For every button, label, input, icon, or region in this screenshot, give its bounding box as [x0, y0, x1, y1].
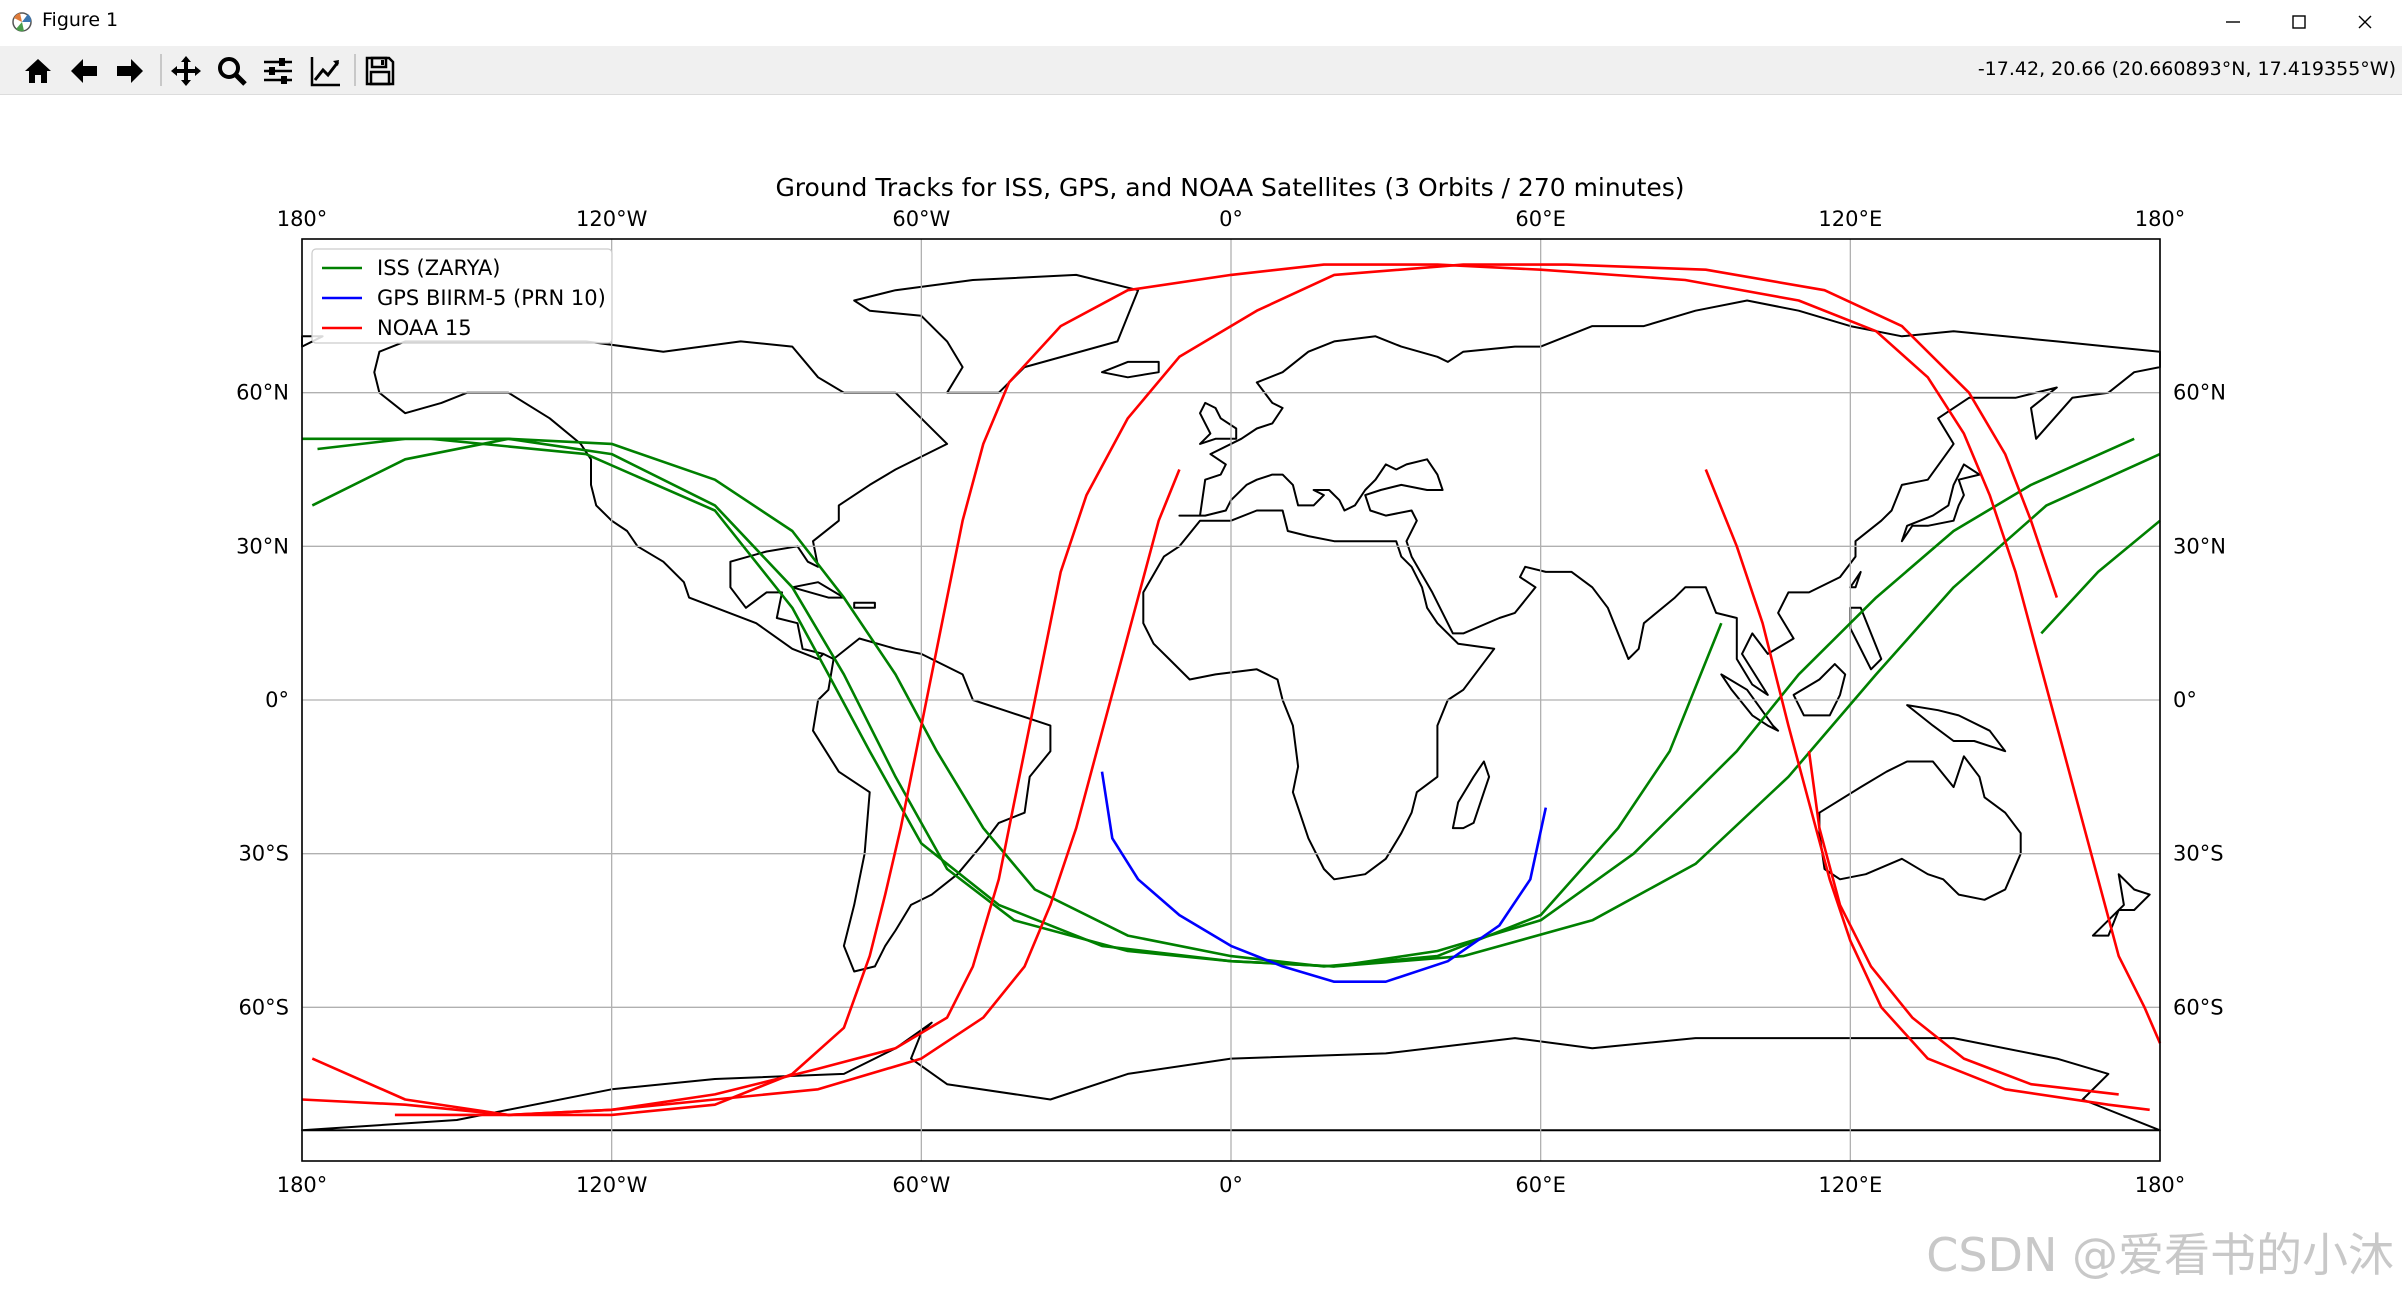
home-icon: [25, 59, 51, 83]
minimize-icon: [2226, 21, 2240, 23]
y-tick-label-left: 60°S: [238, 995, 289, 1019]
coastlines: [301, 273, 2161, 1132]
y-tick-label-left: 60°N: [236, 381, 289, 405]
save-button[interactable]: [362, 53, 398, 89]
coastline-shape: [301, 1021, 2161, 1132]
save-floppy-icon: [365, 56, 395, 86]
window-title: Figure 1: [42, 9, 119, 31]
y-tick-label-right: 30°S: [2173, 842, 2224, 866]
x-tick-label-top: 0°: [1219, 207, 1243, 231]
legend-label: ISS (ZARYA): [377, 256, 500, 280]
x-tick-label-top: 60°E: [1515, 207, 1566, 231]
configure-subplots-icon: [264, 58, 292, 84]
x-tick-label-top: 120°W: [576, 207, 648, 231]
configure-subplots-button[interactable]: [260, 53, 296, 89]
x-tick-label-top: 60°W: [892, 207, 950, 231]
back-button[interactable]: [66, 53, 102, 89]
x-tick-label-bottom: 120°W: [576, 1173, 648, 1197]
y-tick-label-left: 0°: [265, 688, 289, 712]
axes-frame: [301, 238, 2161, 1162]
ground-tracks: [301, 263, 2162, 1117]
ground-track-noaa-15: [1807, 751, 2119, 1096]
x-tick-label-bottom: 60°E: [1515, 1173, 1566, 1197]
edit-axis-button[interactable]: [308, 53, 344, 89]
legend-label: GPS BIIRM-5 (PRN 10): [377, 286, 606, 310]
coastline-shape: [853, 273, 1140, 394]
cursor-coordinates: -17.42, 20.66 (20.660893°N, 17.419355°W): [1977, 58, 2396, 80]
forward-arrow-icon: [117, 59, 143, 83]
close-icon: [2358, 15, 2372, 29]
x-tick-label-bottom: 120°E: [1818, 1173, 1882, 1197]
pan-button[interactable]: [168, 53, 204, 89]
x-tick-label-bottom: 180°: [277, 1173, 328, 1197]
window-titlebar: Figure 1: [0, 0, 2402, 44]
x-tick-label-top: 180°: [277, 207, 328, 231]
maximize-button[interactable]: [2266, 0, 2332, 44]
coastline-shape: [1792, 663, 1847, 717]
coastline-shape: [1900, 463, 1981, 543]
tick-labels: 180° 180° 120°W 120°W 60°W 60°W 0° 0° 60°E 60°E 12…: [236, 207, 2226, 1197]
ground-track-noaa-15: [1704, 469, 2150, 1112]
minimize-button[interactable]: [2200, 0, 2266, 44]
coastline-shape: [853, 601, 876, 609]
x-tick-label-bottom: 180°: [2135, 1173, 2186, 1197]
maximize-icon: [2292, 15, 2306, 29]
chart-title: Ground Tracks for ISS, GPS, and NOAA Sat…: [775, 173, 1684, 202]
x-tick-label-top: 180°: [2135, 207, 2186, 231]
ground-track-iss-zarya-: [2040, 519, 2161, 635]
coastline-shape: [1178, 299, 2161, 696]
coastline-shape: [1720, 673, 1780, 732]
pan-move-icon: [171, 56, 201, 86]
zoom-magnifier-icon: [218, 57, 247, 86]
coastline-shape: [1451, 760, 1491, 830]
edit-axis-icon: [310, 57, 340, 87]
zoom-button[interactable]: [214, 53, 250, 89]
forward-button[interactable]: [112, 53, 148, 89]
y-tick-label-left: 30°S: [238, 842, 289, 866]
back-arrow-icon: [71, 59, 97, 83]
toolbar-separator: [354, 54, 356, 86]
navigation-toolbar: -17.42, 20.66 (20.660893°N, 17.419355°W): [0, 46, 2402, 95]
y-tick-label-right: 30°N: [2173, 534, 2226, 558]
figure-canvas[interactable]: Ground Tracks for ISS, GPS, and NOAA Sat…: [0, 95, 2402, 1297]
coastline-shape: [1906, 704, 2007, 753]
coastline-shape: [1101, 360, 1160, 379]
legend-label: NOAA 15: [377, 316, 472, 340]
x-tick-label-bottom: 60°W: [892, 1173, 950, 1197]
ground-track-iss-zarya-: [302, 437, 2161, 968]
x-tick-label-bottom: 0°: [1219, 1173, 1243, 1197]
legend: ISS (ZARYA) GPS BIIRM-5 (PRN 10) NOAA 15: [311, 248, 613, 344]
ground-track-noaa-15: [311, 263, 2162, 1117]
y-tick-label-right: 0°: [2173, 688, 2197, 712]
coastline-shape: [2091, 873, 2151, 937]
y-tick-label-left: 30°N: [236, 534, 289, 558]
ground-track-chart[interactable]: Ground Tracks for ISS, GPS, and NOAA Sat…: [0, 95, 2402, 1297]
legend-box: [311, 248, 613, 344]
coastline-shape: [1199, 401, 1238, 445]
coastline-shape: [1849, 570, 1862, 589]
toolbar-separator: [160, 54, 162, 86]
ground-track-noaa-15: [301, 263, 2059, 1117]
ground-track-noaa-15: [394, 469, 1181, 1117]
y-tick-label-right: 60°S: [2173, 995, 2224, 1019]
watermark: CSDN @爱看书的小沐: [1926, 1228, 2394, 1282]
coastline-shape: [1142, 509, 1496, 881]
ground-track-gps-biirm-5-prn-10-: [1100, 771, 1548, 983]
home-button[interactable]: [20, 53, 56, 89]
coastline-shape: [812, 637, 1052, 973]
close-button[interactable]: [2332, 0, 2398, 44]
matplotlib-app-icon: [12, 12, 32, 32]
x-tick-label-top: 120°E: [1818, 207, 1882, 231]
y-tick-label-right: 60°N: [2173, 381, 2226, 405]
ground-track-iss-zarya-: [311, 437, 1723, 968]
